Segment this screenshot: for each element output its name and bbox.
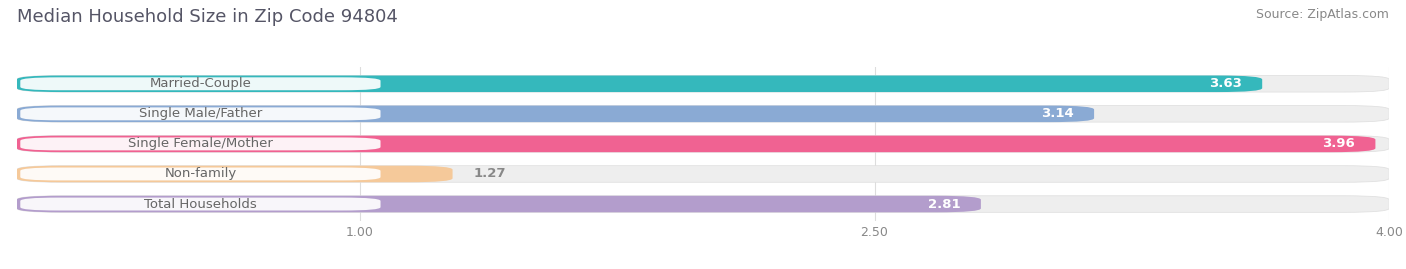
Text: 1.27: 1.27 [474, 168, 506, 180]
FancyBboxPatch shape [17, 105, 1389, 122]
Text: 3.63: 3.63 [1209, 77, 1241, 90]
FancyBboxPatch shape [20, 77, 381, 90]
FancyBboxPatch shape [17, 136, 1389, 152]
FancyBboxPatch shape [17, 166, 453, 182]
Text: 3.14: 3.14 [1040, 107, 1074, 120]
FancyBboxPatch shape [20, 137, 381, 150]
FancyBboxPatch shape [17, 196, 981, 212]
FancyBboxPatch shape [17, 76, 1263, 92]
Text: Single Female/Mother: Single Female/Mother [128, 137, 273, 150]
Text: Non-family: Non-family [165, 168, 236, 180]
Text: 3.96: 3.96 [1322, 137, 1355, 150]
FancyBboxPatch shape [17, 166, 1389, 182]
Text: Median Household Size in Zip Code 94804: Median Household Size in Zip Code 94804 [17, 8, 398, 26]
FancyBboxPatch shape [17, 76, 1389, 92]
Text: Single Male/Father: Single Male/Father [139, 107, 262, 120]
Text: Total Households: Total Households [143, 197, 257, 211]
FancyBboxPatch shape [20, 198, 381, 211]
Text: 2.81: 2.81 [928, 197, 960, 211]
FancyBboxPatch shape [17, 105, 1094, 122]
FancyBboxPatch shape [17, 136, 1375, 152]
Text: Source: ZipAtlas.com: Source: ZipAtlas.com [1256, 8, 1389, 21]
FancyBboxPatch shape [20, 168, 381, 180]
FancyBboxPatch shape [20, 107, 381, 120]
FancyBboxPatch shape [17, 196, 1389, 212]
Text: Married-Couple: Married-Couple [149, 77, 252, 90]
